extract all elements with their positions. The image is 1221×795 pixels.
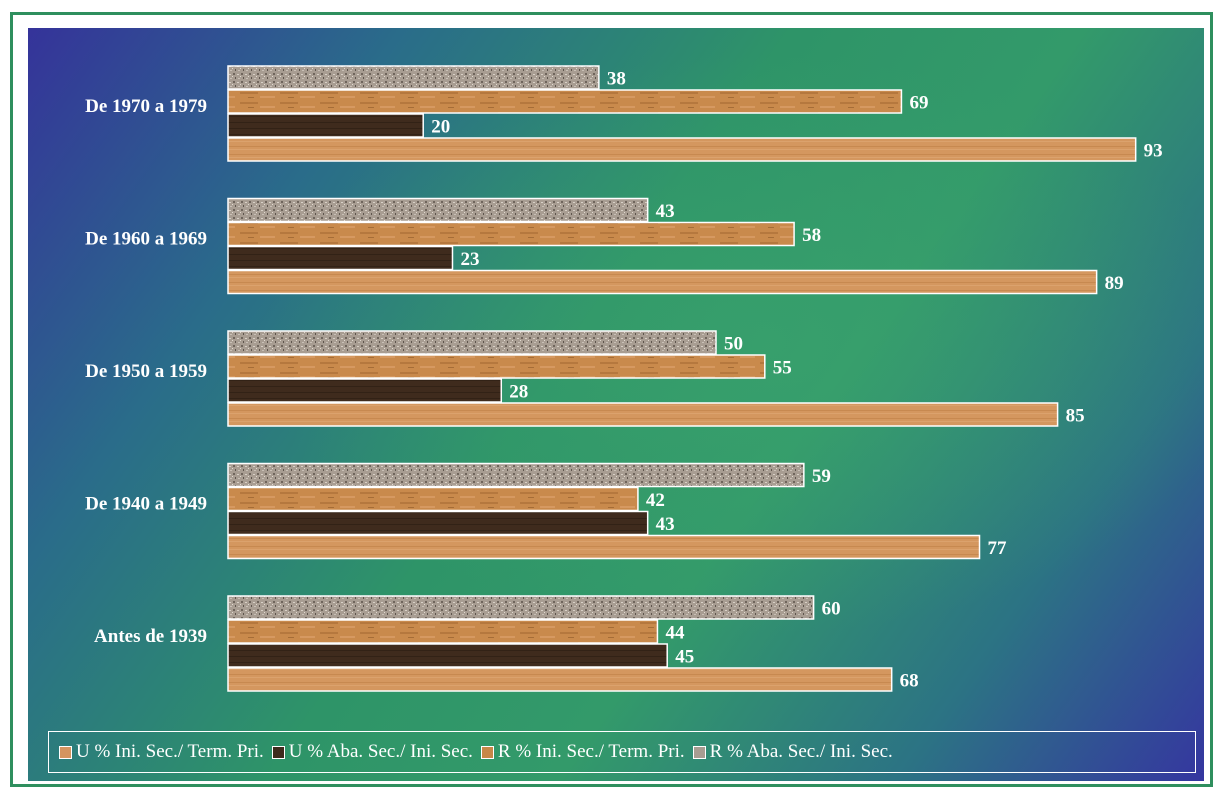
legend-label: R % Aba. Sec./ Ini. Sec. — [709, 741, 893, 762]
category-label: De 1960 a 1969 — [85, 229, 207, 250]
data-label: 60 — [822, 599, 841, 620]
bar — [227, 137, 1137, 162]
bar — [227, 619, 659, 644]
data-label: 42 — [646, 490, 665, 511]
bar — [227, 197, 649, 223]
data-label: 68 — [900, 671, 919, 692]
legend-item: R % Aba. Sec./ Ini. Sec. — [692, 741, 893, 763]
legend-swatch — [59, 745, 72, 759]
category-label: De 1940 a 1949 — [85, 494, 207, 515]
legend-swatch — [692, 745, 706, 759]
bar — [227, 65, 600, 90]
legend-label: U % Ini. Sec./ Term. Pri. — [76, 741, 264, 762]
data-label: 43 — [656, 201, 675, 222]
category-label: De 1950 a 1959 — [85, 361, 207, 382]
bar — [227, 462, 805, 488]
bar — [227, 330, 717, 355]
bar — [227, 534, 981, 560]
legend-label: R % Ini. Sec./ Term. Pri. — [497, 741, 685, 762]
bar — [227, 595, 815, 620]
data-label: 50 — [724, 334, 743, 355]
bar — [227, 354, 766, 379]
data-label: 89 — [1105, 273, 1124, 294]
legend-item: U % Ini. Sec./ Term. Pri. — [59, 741, 264, 763]
legend: U % Ini. Sec./ Term. Pri. U % Aba. Sec./ … — [48, 731, 1196, 773]
bar — [227, 402, 1059, 427]
data-label: 69 — [909, 93, 928, 114]
legend-label: U % Aba. Sec./ Ini. Sec. — [288, 741, 473, 762]
bar — [227, 643, 668, 668]
category-label: Antes de 1939 — [94, 626, 207, 647]
bar — [227, 269, 1098, 295]
legend-item: U % Aba. Sec./ Ini. Sec. — [271, 741, 473, 763]
category-label: De 1970 a 1979 — [85, 96, 207, 117]
data-label: 38 — [607, 69, 626, 90]
legend-item: R % Ini. Sec./ Term. Pri. — [480, 741, 685, 763]
bar — [227, 89, 903, 114]
bar — [227, 667, 893, 692]
data-label: 45 — [675, 647, 694, 668]
data-label: 23 — [460, 249, 479, 270]
data-label: 59 — [812, 466, 831, 487]
bar — [227, 378, 503, 403]
bar — [227, 113, 424, 138]
data-label: 28 — [509, 382, 528, 403]
data-label: 77 — [988, 538, 1008, 559]
data-label: 58 — [802, 225, 821, 246]
bar — [227, 486, 639, 512]
legend-swatch — [271, 745, 285, 759]
bar — [227, 245, 454, 271]
data-label: 93 — [1144, 141, 1163, 162]
data-label: 55 — [773, 358, 792, 379]
legend-swatch — [480, 745, 494, 759]
data-label: 85 — [1066, 406, 1085, 427]
bar — [227, 221, 795, 247]
data-label: 20 — [431, 117, 450, 138]
data-label: 43 — [656, 514, 675, 535]
data-label: 44 — [665, 623, 685, 644]
bar — [227, 510, 649, 536]
